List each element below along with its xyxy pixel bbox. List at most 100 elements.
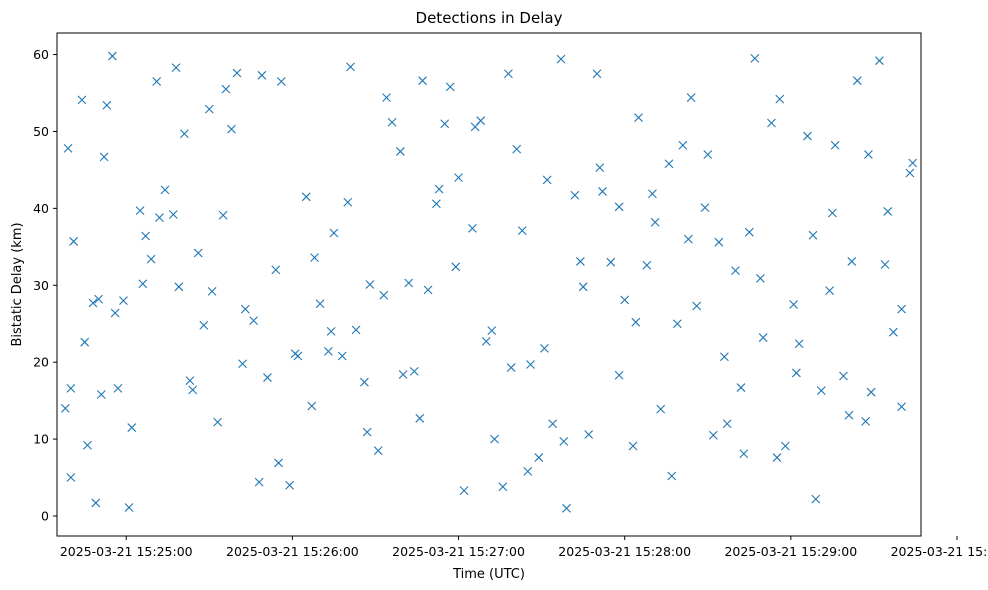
data-point bbox=[254, 477, 264, 487]
data-point bbox=[562, 503, 571, 513]
y-axis-label: Bistatic Delay (km) bbox=[10, 222, 25, 346]
data-point bbox=[758, 333, 768, 342]
data-point bbox=[539, 343, 549, 353]
data-point bbox=[285, 480, 295, 490]
x-tick-label: 2025-03-21 15:26:00 bbox=[226, 544, 359, 559]
data-point bbox=[534, 453, 544, 462]
data-point bbox=[606, 257, 616, 267]
x-tick-label: 2025-03-21 15:27:00 bbox=[392, 544, 525, 559]
data-point bbox=[672, 319, 682, 329]
data-point bbox=[276, 77, 286, 86]
data-point bbox=[506, 363, 516, 372]
data-point bbox=[794, 339, 804, 349]
data-point bbox=[750, 53, 760, 63]
data-point bbox=[69, 237, 79, 246]
data-point bbox=[631, 317, 641, 327]
data-point bbox=[791, 368, 801, 378]
x-tick-label: 2025-03-21 15:29:00 bbox=[724, 544, 857, 559]
data-point bbox=[213, 417, 223, 427]
data-point bbox=[418, 76, 427, 86]
y-tick-label: 0 bbox=[41, 509, 49, 524]
data-point bbox=[423, 285, 433, 295]
data-point bbox=[373, 446, 383, 456]
data-point bbox=[863, 150, 873, 159]
data-point bbox=[171, 63, 181, 72]
data-point bbox=[556, 54, 566, 64]
data-point bbox=[168, 210, 178, 219]
data-point bbox=[263, 373, 272, 382]
data-point bbox=[102, 100, 112, 110]
data-point bbox=[179, 129, 189, 139]
data-point bbox=[852, 76, 862, 86]
data-point bbox=[240, 304, 250, 314]
data-point bbox=[398, 370, 408, 379]
data-points bbox=[60, 51, 918, 513]
data-point bbox=[683, 234, 693, 244]
data-point bbox=[66, 473, 76, 482]
data-point bbox=[343, 197, 353, 207]
data-point bbox=[714, 237, 724, 247]
plot-area-frame bbox=[56, 32, 922, 537]
data-point bbox=[238, 359, 247, 369]
data-point bbox=[844, 410, 854, 420]
data-point bbox=[290, 349, 300, 359]
data-point bbox=[382, 93, 391, 102]
data-point bbox=[63, 143, 73, 153]
data-point bbox=[780, 441, 790, 451]
data-point bbox=[155, 213, 164, 222]
data-point bbox=[77, 95, 87, 105]
data-point bbox=[908, 158, 918, 168]
data-point bbox=[523, 467, 533, 476]
data-point bbox=[897, 402, 907, 412]
data-point bbox=[204, 104, 214, 114]
data-point bbox=[767, 118, 776, 128]
x-tick-label: 2025-03-21 15:30:00 bbox=[891, 544, 988, 559]
data-point bbox=[722, 419, 732, 429]
data-point bbox=[395, 147, 405, 156]
data-point bbox=[481, 337, 491, 346]
data-point bbox=[839, 371, 848, 381]
data-point bbox=[434, 184, 444, 194]
data-point bbox=[647, 189, 657, 199]
data-point bbox=[227, 124, 236, 134]
data-point bbox=[816, 386, 826, 396]
data-point bbox=[888, 327, 898, 337]
data-point bbox=[614, 370, 624, 380]
data-point bbox=[232, 68, 242, 78]
data-point bbox=[642, 260, 652, 270]
data-point bbox=[127, 423, 137, 432]
data-point bbox=[185, 376, 195, 386]
data-point bbox=[459, 486, 469, 496]
data-point bbox=[731, 266, 740, 276]
data-point bbox=[808, 230, 818, 240]
data-point bbox=[692, 301, 702, 311]
data-point bbox=[146, 254, 156, 264]
data-point bbox=[700, 203, 710, 212]
data-point bbox=[467, 223, 477, 233]
data-point bbox=[503, 69, 513, 79]
data-point bbox=[847, 257, 857, 266]
data-point bbox=[337, 351, 347, 361]
data-point bbox=[490, 434, 499, 444]
data-point bbox=[628, 441, 638, 451]
data-point bbox=[755, 273, 765, 283]
data-point bbox=[517, 226, 527, 236]
data-point bbox=[152, 77, 162, 86]
data-point bbox=[409, 367, 419, 376]
data-point bbox=[307, 401, 317, 411]
data-point bbox=[387, 117, 397, 127]
data-point bbox=[708, 430, 718, 440]
data-point bbox=[512, 144, 522, 154]
data-point bbox=[592, 69, 602, 79]
data-point bbox=[703, 150, 713, 159]
data-point bbox=[431, 199, 441, 209]
data-point bbox=[257, 70, 267, 80]
data-point bbox=[221, 84, 231, 94]
data-point bbox=[875, 56, 884, 66]
data-point bbox=[827, 208, 837, 218]
x-axis: 2025-03-21 15:25:00 2025-03-21 15:26:00 20… bbox=[60, 536, 988, 559]
y-tick-label: 60 bbox=[33, 47, 49, 62]
data-point bbox=[866, 387, 876, 397]
data-point bbox=[315, 299, 325, 309]
data-point bbox=[96, 390, 106, 399]
